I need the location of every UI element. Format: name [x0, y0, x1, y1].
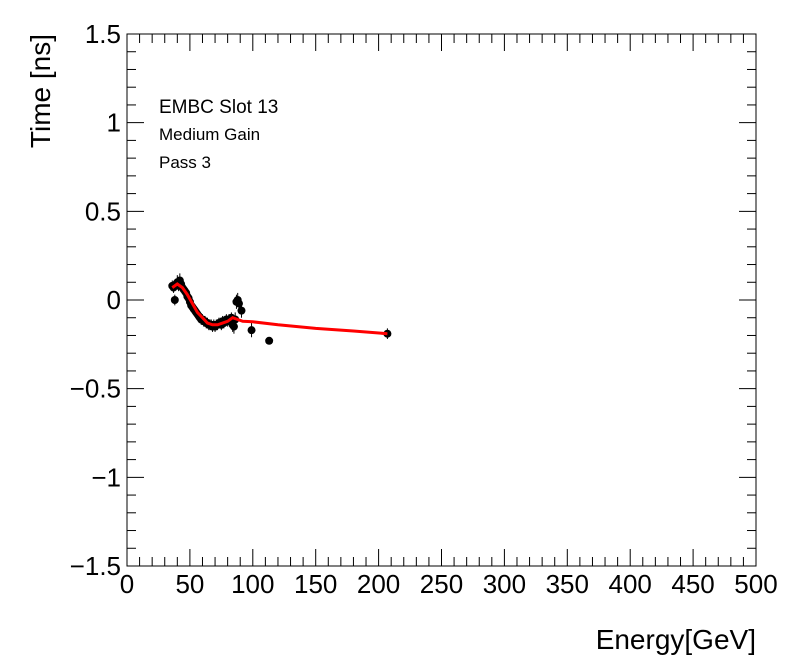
data-point: [265, 336, 274, 345]
fit-curve: [171, 282, 388, 336]
error-bars: [171, 273, 388, 345]
y-tick-label: −1.5: [70, 551, 121, 581]
annotation-pass: Pass 3: [159, 153, 211, 172]
x-tick-label: 350: [546, 569, 589, 599]
y-tick-label: 1: [107, 108, 121, 138]
data-point: [383, 329, 392, 338]
x-tick-label: 400: [609, 569, 652, 599]
annotation-title: EMBC Slot 13: [159, 97, 278, 118]
x-tick-label: 200: [357, 569, 400, 599]
data-point: [229, 322, 238, 331]
annotation-gain: Medium Gain: [159, 125, 260, 144]
data-points: [168, 276, 392, 345]
y-tick-label: 0.5: [85, 196, 121, 226]
y-tick-label: 0: [107, 285, 121, 315]
axis-tick-labels: 0 50 100 150 200 250 300 350 400 450 500 −1.5 −1 −0.5…: [70, 19, 778, 599]
x-tick-label: 50: [175, 569, 204, 599]
x-tick-label: 450: [671, 569, 714, 599]
y-axis-title: Time [ns]: [25, 34, 56, 148]
y-tick-label: −0.5: [70, 374, 121, 404]
x-tick-label: 250: [420, 569, 463, 599]
x-tick-label: 150: [294, 569, 337, 599]
data-point: [234, 299, 243, 308]
axis-ticks: [126, 33, 757, 567]
data-point: [170, 296, 179, 304]
data-point: [247, 326, 256, 335]
x-tick-label: 100: [231, 569, 274, 599]
x-axis-title: Energy[GeV]: [596, 624, 756, 655]
y-tick-label: −1: [91, 462, 121, 492]
data-point: [237, 306, 246, 315]
x-tick-label: 0: [120, 569, 134, 599]
x-tick-label: 300: [483, 569, 526, 599]
x-tick-label: 500: [734, 569, 777, 599]
y-tick-label: 1.5: [85, 19, 121, 49]
